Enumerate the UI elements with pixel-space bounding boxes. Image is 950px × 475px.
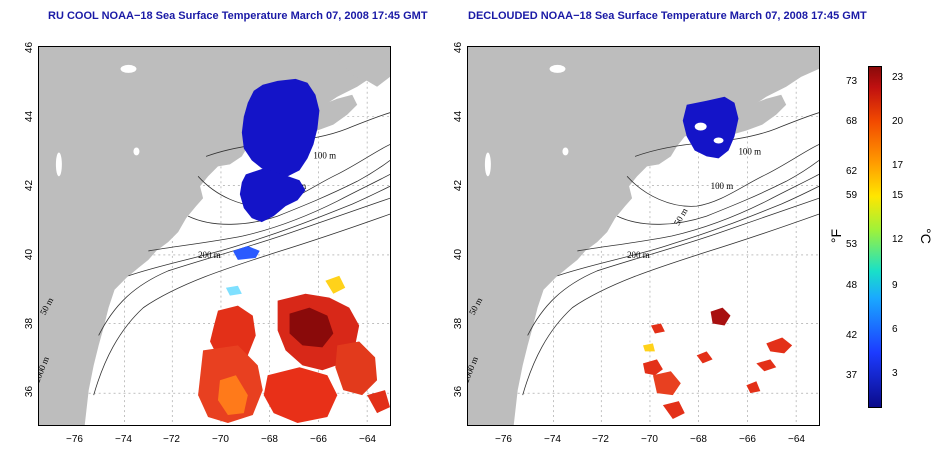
x-tick-label: −68 xyxy=(690,434,707,445)
land-mass xyxy=(39,47,390,425)
y-tick-label: 44 xyxy=(453,110,465,123)
fahrenheit-tick: 48 xyxy=(846,280,858,291)
warm-sst-region xyxy=(335,341,378,396)
warm-sst-region xyxy=(263,367,338,424)
fahrenheit-tick: 42 xyxy=(846,330,858,341)
warm-sst-region xyxy=(650,323,665,334)
x-tick-label: −74 xyxy=(115,434,132,445)
warm-sst-region xyxy=(367,390,390,414)
x-tick-label: −74 xyxy=(544,434,561,445)
celsius-tick: 23 xyxy=(892,72,904,83)
y-tick-label: 46 xyxy=(453,41,465,54)
cold-sst-region xyxy=(241,78,320,177)
temperature-colorbar xyxy=(868,66,882,408)
fahrenheit-tick: 37 xyxy=(846,370,858,381)
fahrenheit-tick: 53 xyxy=(846,239,858,250)
x-tick-label: −76 xyxy=(495,434,512,445)
contour-label: 200 m xyxy=(198,250,221,260)
cold-sst-region xyxy=(239,168,306,223)
y-tick-label: 42 xyxy=(453,179,465,192)
fahrenheit-tick: 62 xyxy=(846,166,858,177)
y-tick-label: 36 xyxy=(24,385,36,398)
celsius-tick: 20 xyxy=(892,116,904,127)
land-mass xyxy=(337,47,390,87)
cold-sst-region xyxy=(682,96,739,159)
y-tick-label: 40 xyxy=(453,248,465,261)
bathymetry-contours xyxy=(522,112,819,396)
cold-sst-region xyxy=(232,245,260,260)
celsius-tick: 17 xyxy=(892,160,904,171)
contour-label: 100 m xyxy=(313,150,336,160)
warm-sst-region xyxy=(756,359,777,372)
contour-label: 100 m xyxy=(711,181,734,191)
right-map-title: DECLOUDED NOAA−18 Sea Surface Temperatur… xyxy=(468,10,867,22)
right-map-graphic: 100 m 100 m 50 m 200 m 50 m 2000 m xyxy=(468,47,819,425)
x-tick-label: −70 xyxy=(212,434,229,445)
x-tick-label: −72 xyxy=(163,434,180,445)
bathymetry-contours xyxy=(93,112,390,396)
celsius-unit-label: °C xyxy=(917,228,934,244)
warm-sst-region xyxy=(289,307,334,348)
warm-sst-region xyxy=(225,285,242,296)
x-tick-label: −68 xyxy=(261,434,278,445)
warm-sst-region xyxy=(766,337,793,354)
warm-sst-region xyxy=(217,375,248,416)
y-tick-label: 38 xyxy=(453,317,465,330)
contour-label: 200 m xyxy=(627,250,650,260)
warm-sst-region xyxy=(652,371,681,396)
x-tick-label: −64 xyxy=(359,434,376,445)
celsius-tick: 3 xyxy=(892,368,898,379)
y-tick-label: 36 xyxy=(453,385,465,398)
y-tick-label: 44 xyxy=(24,110,36,123)
left-map-title: RU COOL NOAA−18 Sea Surface Temperature … xyxy=(48,10,428,22)
warm-sst-region xyxy=(643,343,655,352)
celsius-tick: 9 xyxy=(892,280,898,291)
contour-label: 100 m xyxy=(738,146,761,156)
x-tick-label: −76 xyxy=(66,434,83,445)
y-tick-label: 46 xyxy=(24,41,36,54)
contour-label: 50 m xyxy=(672,206,690,227)
celsius-tick: 12 xyxy=(892,234,904,245)
left-map-graphic: 100 m 100 m 200 m 50 m 2000 m xyxy=(39,47,390,425)
warm-sst-region xyxy=(746,381,761,394)
warm-sst-region xyxy=(662,401,685,420)
fahrenheit-tick: 59 xyxy=(846,190,858,201)
celsius-tick: 15 xyxy=(892,190,904,201)
y-tick-label: 38 xyxy=(24,317,36,330)
y-tick-label: 42 xyxy=(24,179,36,192)
warm-sst-region xyxy=(710,307,731,326)
warm-sst-region xyxy=(696,351,713,364)
fahrenheit-tick: 73 xyxy=(846,76,858,87)
warm-sst-region xyxy=(325,275,346,294)
warm-sst-region xyxy=(643,359,663,376)
left-sst-map: 100 m 100 m 200 m 50 m 2000 m xyxy=(38,46,391,426)
x-tick-label: −66 xyxy=(310,434,327,445)
fahrenheit-tick: 68 xyxy=(846,116,858,127)
x-tick-label: −64 xyxy=(788,434,805,445)
x-tick-label: −72 xyxy=(592,434,609,445)
fahrenheit-unit-label: °F xyxy=(828,228,845,244)
celsius-tick: 6 xyxy=(892,324,898,335)
right-sst-map: 100 m 100 m 50 m 200 m 50 m 2000 m xyxy=(467,46,820,426)
x-tick-label: −70 xyxy=(641,434,658,445)
land-mass xyxy=(468,47,819,425)
y-tick-label: 40 xyxy=(24,248,36,261)
x-tick-label: −66 xyxy=(739,434,756,445)
